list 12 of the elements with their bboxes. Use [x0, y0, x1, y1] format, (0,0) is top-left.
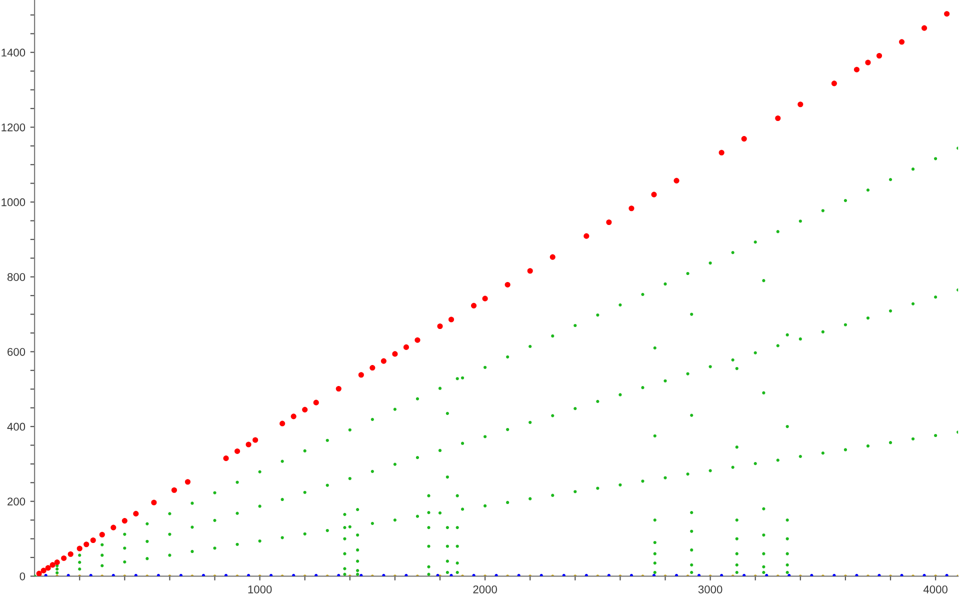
- y-tick-label: 1200: [2, 123, 26, 132]
- y-tick-label: 400: [7, 422, 26, 431]
- y-tick-label: 1400: [2, 48, 26, 57]
- x-tick-label: 1000: [248, 586, 272, 594]
- x-tick-label: 2000: [473, 586, 497, 594]
- y-tick-label: 600: [8, 348, 26, 356]
- x-tick-label: 4000: [923, 586, 948, 594]
- y-tick-label: 1000: [2, 198, 26, 206]
- x-tick-label: 3000: [698, 586, 722, 594]
- y-tick-label: 200: [8, 498, 26, 506]
- y-tick-label: 800: [7, 273, 26, 281]
- y-tick-label: 0: [20, 572, 26, 580]
